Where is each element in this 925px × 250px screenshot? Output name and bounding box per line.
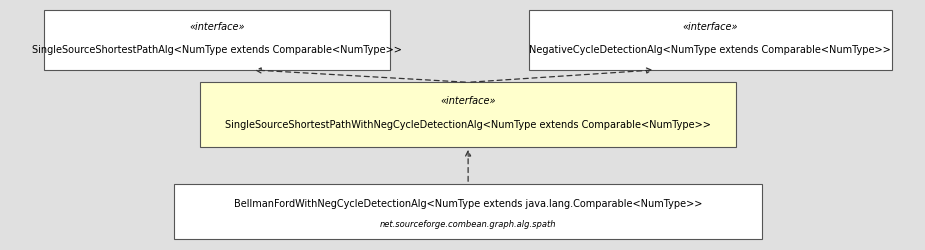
Bar — [174, 184, 762, 239]
Text: net.sourceforge.combean.graph.alg.spath: net.sourceforge.combean.graph.alg.spath — [380, 219, 556, 228]
Text: BellmanFordWithNegCycleDetectionAlg<NumType extends java.lang.Comparable<NumType: BellmanFordWithNegCycleDetectionAlg<NumT… — [234, 198, 702, 208]
Bar — [200, 83, 736, 147]
Text: SingleSourceShortestPathWithNegCycleDetectionAlg<NumType extends Comparable<NumT: SingleSourceShortestPathWithNegCycleDete… — [225, 120, 711, 130]
Text: NegativeCycleDetectionAlg<NumType extends Comparable<NumType>>: NegativeCycleDetectionAlg<NumType extend… — [529, 45, 891, 55]
Text: «interface»: «interface» — [190, 22, 245, 32]
Bar — [529, 11, 892, 70]
Text: «interface»: «interface» — [440, 95, 496, 105]
Text: «interface»: «interface» — [683, 22, 738, 32]
Bar — [44, 11, 390, 70]
Text: SingleSourceShortestPathAlg<NumType extends Comparable<NumType>>: SingleSourceShortestPathAlg<NumType exte… — [32, 45, 402, 55]
